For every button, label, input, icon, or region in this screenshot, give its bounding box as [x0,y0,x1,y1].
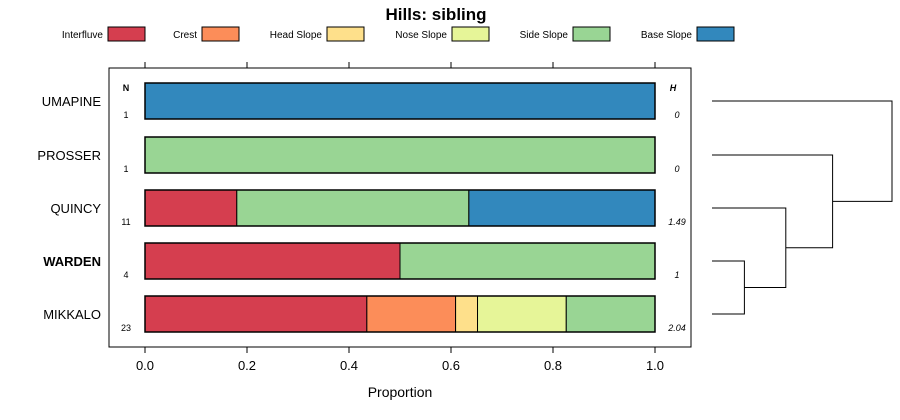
dendrogram-link-3 [712,154,834,249]
top-axis-ticks [144,62,656,68]
x-axis-title: Proportion [368,384,433,400]
category-label-mikkalo: MIKKALO [43,307,101,322]
h-value-mikkalo: 2.04 [667,323,686,333]
n-column-header: N [123,83,130,93]
x-tick-label: 1.0 [646,358,664,373]
legend-label-head-slope: Head Slope [270,30,323,41]
x-tick-label: 0.8 [544,358,562,373]
bar-outline-umapine [144,82,656,120]
h-values: 0 0 1.49 1 2.04 [667,110,686,333]
dendrogram-link-4 [712,100,893,202]
n-value-umapine: 1 [123,110,128,120]
x-tick-label: 0.0 [136,358,154,373]
category-label-prosser: PROSSER [37,148,101,163]
bar-outline-prosser [144,136,656,174]
bar-outline-quincy [144,189,656,227]
dendrogram-link-1 [712,260,745,315]
category-label-warden: WARDEN [43,254,101,269]
legend-label-base-slope: Base Slope [641,30,693,41]
n-value-mikkalo: 23 [121,323,131,333]
legend: Interfluve Crest Head Slope Nose Slope Side … [62,26,735,42]
bar-outline-mikkalo [144,295,656,333]
legend-label-side-slope: Side Slope [520,30,569,41]
bar-mikkalo-crest [366,295,457,333]
plot-panel [108,67,692,348]
category-labels: UMAPINE PROSSER QUINCY WARDEN MIKKALO [37,94,101,322]
h-value-umapine: 0 [674,110,679,120]
h-value-warden: 1 [674,270,679,280]
n-value-warden: 4 [123,270,128,280]
x-tick-label: 0.6 [442,358,460,373]
legend-label-interfluve: Interfluve [62,30,104,41]
h-value-quincy: 1.49 [668,217,686,227]
bar-prosser-side-slope [144,136,656,174]
legend-swatch-side-slope [572,26,611,42]
legend-label-nose-slope: Nose Slope [395,30,447,41]
legend-label-crest: Crest [173,30,197,41]
bar-quincy-side-slope [236,189,470,227]
bar-umapine-base-slope [144,82,656,120]
bar-outline-warden [144,242,656,280]
legend-swatch-interfluve [107,26,146,42]
h-column-header: H [670,83,677,93]
n-value-quincy: 11 [121,217,130,227]
x-axis: 0.0 0.2 0.4 0.6 0.8 1.0 [136,347,664,373]
bar-mikkalo-interfluve [144,295,368,333]
bar-mikkalo-side-slope [565,295,656,333]
x-tick-label: 0.4 [340,358,358,373]
legend-swatch-nose-slope [451,26,490,42]
bars [144,82,656,333]
legend-swatch-base-slope [696,26,735,42]
category-label-umapine: UMAPINE [42,94,102,109]
chart-title: Hills: sibling [385,5,486,24]
category-label-quincy: QUINCY [50,201,101,216]
bar-mikkalo-head-slope [455,295,479,333]
bar-warden-side-slope [399,242,656,280]
x-tick-label: 0.2 [238,358,256,373]
bar-quincy-base-slope [468,189,656,227]
dendrogram [712,100,893,315]
bar-quincy-interfluve [144,189,238,227]
bar-warden-interfluve [144,242,401,280]
legend-swatch-head-slope [326,26,365,42]
h-value-prosser: 0 [674,164,679,174]
dendrogram-link-2 [712,207,787,288]
n-value-prosser: 1 [123,164,128,174]
legend-swatch-crest [201,26,240,42]
bar-mikkalo-nose-slope [477,295,567,333]
